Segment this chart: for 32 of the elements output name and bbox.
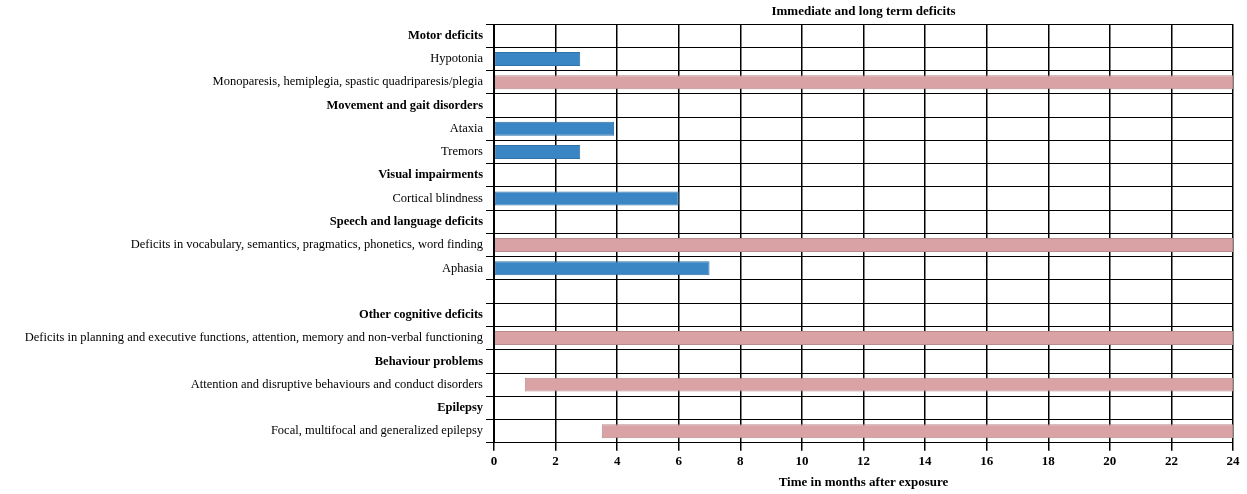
x-tick-label: 18 [1041, 452, 1056, 468]
y-tick-label: Tremors [441, 144, 484, 159]
x-tick-label: 10 [795, 452, 809, 468]
x-tick-label: 12 [857, 452, 870, 468]
y-tick-label: Focal, multifocal and generalized epilepsy [270, 423, 484, 438]
y-tick-label: Deficits in vocabulary, semantics, pragmatics, phonetics, word finding [130, 237, 484, 252]
x-tick-label: 20 [1103, 452, 1117, 468]
y-tick-label: Other cognitive deficits [358, 307, 484, 322]
y-tick-label: Cortical blindness [392, 190, 484, 205]
x-tick-label: 14 [918, 452, 933, 468]
x-tick-label: 16 [980, 452, 994, 468]
y-tick-label: Aphasia [442, 260, 484, 275]
y-tick-label: Motor deficits [407, 27, 484, 42]
y-tick-label: Epilepsy [437, 400, 484, 415]
x-axis-title: Time in months after exposure [778, 473, 949, 489]
y-tick-label: Attention and disruptive behaviours and conduct disorders [190, 376, 484, 391]
x-tick-label: 0 [490, 452, 498, 468]
x-tick-label: 8 [737, 452, 745, 468]
x-tick-label: 6 [675, 452, 683, 468]
y-tick-label: Monoparesis, hemiplegia, spastic quadriparesis/plegia [212, 74, 484, 89]
x-tick-label: 4 [613, 452, 621, 468]
y-tick-label: Hypotonia [430, 51, 484, 66]
x-tick-label: 22 [1164, 452, 1178, 468]
y-tick-label: Behaviour problems [374, 353, 484, 368]
y-tick-label: Deficits in planning and executive functions, attention, memory and non-verbal functioning [24, 330, 484, 345]
y-tick-label: Speech and language deficits [329, 214, 484, 228]
x-tick-label: 2 [552, 452, 559, 468]
y-tick-label: Movement and gait disorders [326, 97, 484, 112]
y-tick-label: Ataxia [449, 120, 484, 135]
chart-title: Immediate and long term deficits [771, 3, 956, 19]
y-tick-label: Visual impairments [378, 167, 484, 182]
x-tick-label: 24 [1226, 452, 1240, 468]
